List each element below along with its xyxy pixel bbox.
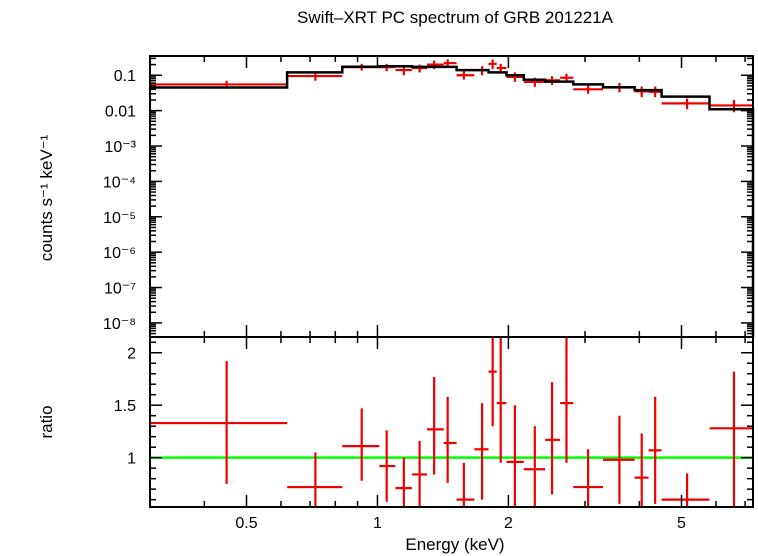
ratio-point-0 xyxy=(150,361,288,484)
ratio-point-21 xyxy=(709,371,753,507)
spectrum-y-tick-label: 10⁻⁵ xyxy=(103,210,136,227)
spectrum-y-tick-label: 0.01 xyxy=(105,104,136,121)
spectrum-y-tick-label: 10⁻⁶ xyxy=(103,245,136,262)
top-panel: 0.1 0.01 10⁻³ 10⁻⁴ 10⁻⁵ 10⁻⁶ 10⁻⁷ 10⁻⁸ counts s… xyxy=(37,57,755,338)
ratio-point-10 xyxy=(488,337,497,427)
spectrum-y-ticks: 0.1 0.01 10⁻³ 10⁻⁴ 10⁻⁵ 10⁻⁶ 10⁻⁷ 10⁻⁸ xyxy=(103,57,753,338)
x-tick-label: 5 xyxy=(677,515,686,532)
ratio-point-17 xyxy=(603,415,635,504)
bottom-panel: 1 1.5 2 ratio xyxy=(37,337,753,507)
ratio-point-18 xyxy=(634,433,649,507)
ratio-point-14 xyxy=(545,382,561,495)
spectrum-y-axis-label: counts s⁻¹ keV⁻¹ xyxy=(37,134,56,261)
chart-title: Swift–XRT PC spectrum of GRB 201221A xyxy=(297,8,614,27)
spectrum-y-tick-label: 10⁻⁸ xyxy=(103,316,136,333)
ratio-point-6 xyxy=(427,376,444,475)
ratio-point-15 xyxy=(560,337,574,463)
x-tick-label: 2 xyxy=(504,515,513,532)
ratio-point-11 xyxy=(496,337,507,463)
bottom-panel-frame xyxy=(149,336,754,508)
ratio-y-tick-label: 2 xyxy=(127,346,136,363)
x-tick-label: 1 xyxy=(373,515,382,532)
spectrum-y-tick-label: 10⁻⁴ xyxy=(103,174,136,191)
ratio-point-2 xyxy=(342,408,380,481)
ratio-point-1 xyxy=(287,452,343,507)
ratio-y-tick-label: 1.5 xyxy=(114,398,136,415)
spectrum-point-18 xyxy=(634,86,649,98)
spectrum-y-tick-label: 10⁻⁷ xyxy=(104,281,136,298)
spectrum-point-8 xyxy=(456,71,475,80)
spectrum-point-16 xyxy=(573,85,604,94)
spectrum-y-tick-label: 10⁻³ xyxy=(104,139,136,156)
ratio-point-8 xyxy=(456,462,475,507)
ratio-point-19 xyxy=(648,396,662,504)
x-tick-label: 0.5 xyxy=(235,515,257,532)
spectrum-y-tick-label: 0.1 xyxy=(114,68,136,85)
ratio-point-13 xyxy=(523,426,546,507)
ratio-data-points xyxy=(150,337,753,507)
ratio-point-7 xyxy=(443,396,457,483)
x-axis-label: Energy (keV) xyxy=(405,535,504,554)
spectrum-point-12 xyxy=(506,72,524,82)
ratio-point-20 xyxy=(661,473,710,507)
spectrum-point-20 xyxy=(661,98,710,110)
ratio-y-tick-label: 1 xyxy=(127,451,136,468)
spectrum-point-4 xyxy=(395,66,412,76)
model-step-line xyxy=(150,64,755,337)
ratio-point-5 xyxy=(411,440,428,507)
top-panel-frame xyxy=(149,55,754,338)
ratio-point-4 xyxy=(395,457,412,507)
spectrum-data-points xyxy=(150,59,753,113)
ratio-point-3 xyxy=(379,430,396,502)
ratio-point-9 xyxy=(474,403,489,500)
ratio-point-12 xyxy=(506,405,524,507)
spectrum-point-19 xyxy=(648,86,662,98)
ratio-point-16 xyxy=(573,449,604,507)
ratio-y-axis-label: ratio xyxy=(37,405,56,438)
spectrum-point-10 xyxy=(488,59,497,70)
